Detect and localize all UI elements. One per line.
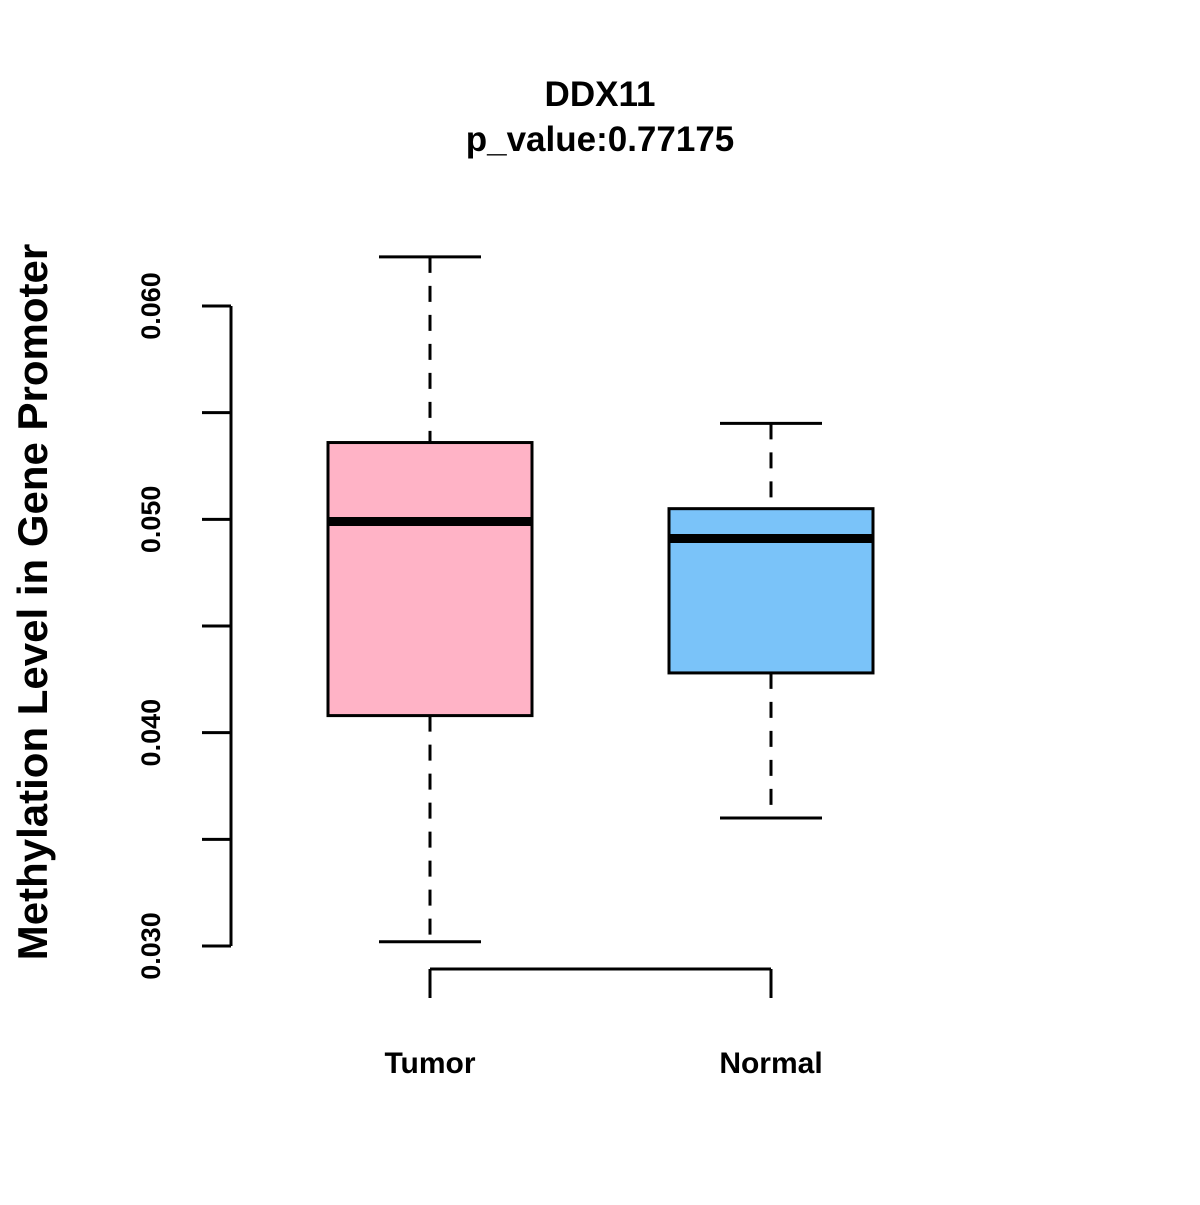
y-tick-label: 0.060 [136,272,166,340]
box-tumor [326,441,534,718]
box-normal [667,507,875,675]
x-axis: Tumor Normal [384,967,823,1080]
y-tick-label: 0.040 [136,699,166,767]
chart-title: DDX11 [545,75,656,114]
y-axis-label: Methylation Level in Gene Promoter [9,244,56,960]
x-tick-label: Tumor [384,1047,475,1080]
x-tick-label: Normal [719,1047,822,1080]
box-group [326,255,875,944]
y-tick-label: 0.050 [136,486,166,554]
y-tick-label: 0.030 [136,912,166,980]
chart-subtitle: p_value:0.77175 [466,120,735,159]
y-axis: 0.030 0.040 0.050 0.060 [136,272,233,980]
